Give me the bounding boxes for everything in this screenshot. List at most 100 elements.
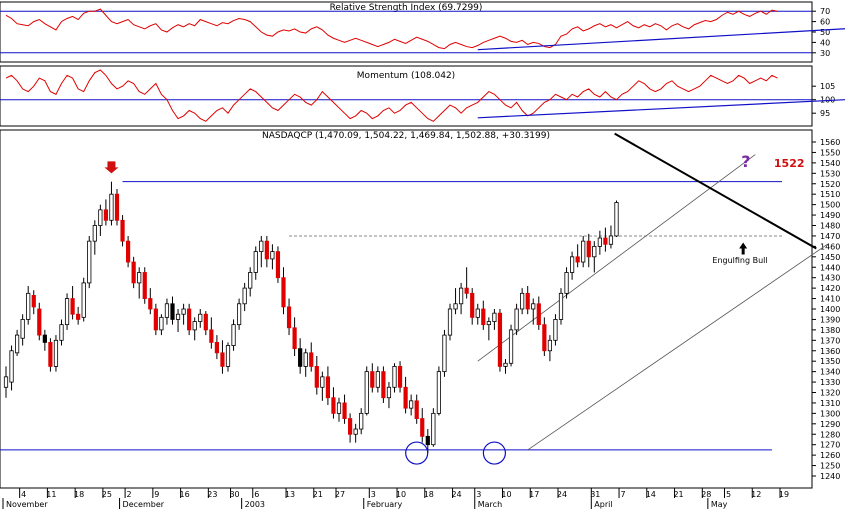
x-tick-label: 3 [371,490,376,499]
candle-body [464,287,469,294]
rsi-tick-label: 60 [820,18,830,27]
price-tick-label: 1460 [820,242,840,251]
x-tick-label: 17 [529,490,539,499]
x-tick-label: 18 [74,490,84,499]
candle-body [508,329,514,364]
question-mark-annotation: ? [741,152,750,171]
candle-body [37,308,42,336]
x-tick-label: 7 [621,490,626,499]
candle-body [575,256,580,263]
candle-body [259,240,264,252]
candle-body [536,303,541,326]
candle-body [553,319,558,341]
x-tick-label: 28 [701,490,711,499]
candle-body [447,308,453,336]
candle-body [164,303,170,318]
x-tick-label: 6 [254,490,259,499]
candle-body [475,308,480,318]
price-tick-label: 1550 [820,148,840,157]
candle-body [53,339,59,367]
x-axis: 4 11 18 25 2 9 16 23 30 6 13 21 27 3 10 18 24 3 10 17 24 31 7 1… [0,487,812,509]
candle-body [236,303,242,326]
candle-body [126,240,131,263]
candle-body [403,386,408,409]
price-tick-label: 1350 [820,357,840,366]
price-tick-label: 1390 [820,315,840,324]
candle-body [3,376,9,388]
momentum-panel: Momentum (108.042) 95100105 [0,65,845,127]
x-tick-label: 24 [557,490,567,499]
candle-body [331,397,336,414]
x-tick-label: 5 [726,490,731,499]
price-tick-label: 1410 [820,295,840,304]
x-tick-label: 4 [21,490,26,499]
price-tick-label: 1300 [820,409,840,418]
price-tick-label: 1400 [820,305,840,314]
month-label: December [123,500,165,509]
candle-body [142,272,147,299]
candle-body [103,209,108,221]
candle-body [320,376,325,388]
month-label: March [478,500,502,509]
candle-body [497,312,503,367]
candle-body [392,366,397,388]
x-tick-label: 24 [451,490,461,499]
candle-body [503,362,508,367]
candle-body [414,400,419,419]
price-tick-label: 1380 [820,326,840,335]
candle-body [431,412,436,446]
channel-upper-line [477,154,756,362]
candle-body [242,287,247,305]
candle-body [148,298,153,310]
momentum-series-line [5,69,778,122]
x-tick-label: 16 [180,490,190,499]
candle-body [342,402,347,419]
candle-body [364,371,369,414]
candle-body [314,366,319,388]
candle-body [386,386,392,399]
candle-body [303,352,308,367]
candle-body [203,313,208,331]
price-tick-label: 1560 [820,138,840,147]
engulfing-bull-annotation: Engulfing Bull [712,256,767,265]
candle-body [453,303,458,310]
price-tick-label: 1520 [820,180,840,189]
momentum-panel-title: Momentum (108.042) [357,71,455,81]
candle-body [264,240,269,260]
candle-body [214,341,219,354]
candle-body [492,312,497,322]
price-tick-label: 1290 [820,420,840,429]
candle-body [397,366,403,388]
candle-body [347,418,353,435]
price-tick-label: 1250 [820,462,840,471]
candle-body [131,261,136,284]
candle-body [481,308,486,326]
candle-body [175,313,181,320]
candle-body [198,313,203,322]
price-tick-label: 1280 [820,430,840,439]
candle-body [425,435,430,446]
candle-body [370,371,375,388]
channel-lower-line [527,243,828,451]
candle-body [192,321,197,331]
x-tick-label: 18 [424,490,434,499]
momentum-trendline [477,99,845,119]
month-label: April [594,500,612,509]
price-tick-label: 1330 [820,378,840,387]
x-tick-label: 2 [127,490,132,499]
price-tick-label: 1240 [820,472,840,481]
rsi-panel: Relative Strength Index (69.7299) 30 4050… [0,1,845,63]
candle-body [48,341,53,367]
candle-body [220,352,225,367]
x-tick-label: 10 [501,490,511,499]
candle-body [442,334,447,373]
price-tick-label: 1500 [820,201,840,210]
downtrend-line [614,132,817,250]
candle-body [31,295,36,308]
candle-body [70,298,75,315]
candle-body [420,418,425,437]
candle-body [209,329,214,343]
price-tick-label: 1270 [820,441,840,450]
